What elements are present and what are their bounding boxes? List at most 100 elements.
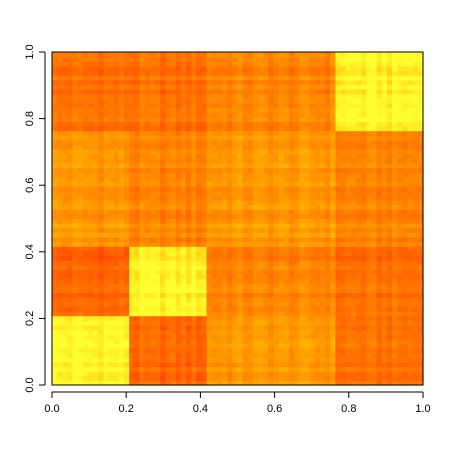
heatmap-cell bbox=[335, 204, 342, 210]
heatmap-cell bbox=[222, 260, 228, 266]
heatmap-cell bbox=[175, 176, 182, 183]
heatmap-cell bbox=[77, 186, 84, 192]
heatmap-cell bbox=[237, 287, 244, 294]
heatmap-cell bbox=[386, 311, 393, 317]
heatmap-cell bbox=[356, 176, 362, 183]
heatmap-cell bbox=[88, 232, 94, 238]
heatmap-cell bbox=[289, 84, 295, 90]
heatmap-cell bbox=[242, 278, 249, 284]
heatmap-cell bbox=[93, 274, 99, 280]
heatmap-cell bbox=[294, 163, 300, 169]
heatmap-cell bbox=[149, 144, 156, 150]
heatmap-cell bbox=[283, 102, 290, 109]
heatmap-cell bbox=[242, 52, 249, 58]
heatmap-cell bbox=[309, 274, 316, 280]
heatmap-cell bbox=[118, 139, 125, 146]
heatmap-cell bbox=[258, 218, 264, 224]
heatmap-cell bbox=[108, 264, 115, 270]
heatmap-cell bbox=[252, 292, 259, 298]
heatmap-cell bbox=[67, 153, 74, 159]
heatmap-cell bbox=[77, 357, 84, 363]
heatmap-cell bbox=[77, 139, 84, 146]
heatmap-cell bbox=[283, 250, 290, 257]
heatmap-cell bbox=[397, 181, 403, 187]
heatmap-cell bbox=[134, 167, 141, 173]
heatmap-cell bbox=[103, 320, 110, 326]
heatmap-cell bbox=[268, 200, 275, 206]
heatmap-cell bbox=[350, 79, 357, 85]
heatmap-cell bbox=[155, 301, 161, 307]
heatmap-cell bbox=[361, 121, 367, 127]
heatmap-cell bbox=[165, 366, 172, 372]
heatmap-cell bbox=[402, 84, 409, 90]
heatmap-cell bbox=[376, 204, 383, 210]
heatmap-cell bbox=[57, 311, 63, 317]
heatmap-cell bbox=[309, 130, 316, 136]
heatmap-cell bbox=[340, 121, 347, 127]
heatmap-cell bbox=[191, 135, 197, 141]
heatmap-cell bbox=[139, 269, 146, 275]
heatmap-cell bbox=[93, 75, 99, 81]
heatmap-cell bbox=[82, 292, 89, 298]
heatmap-cell bbox=[263, 218, 270, 224]
heatmap-cell bbox=[191, 348, 197, 354]
heatmap-cell bbox=[242, 176, 249, 183]
heatmap-cell bbox=[206, 75, 213, 81]
heatmap-cell bbox=[180, 246, 187, 252]
heatmap-cell bbox=[222, 84, 228, 90]
heatmap-cell bbox=[299, 144, 306, 150]
heatmap-cell bbox=[170, 301, 177, 307]
heatmap-cell bbox=[247, 112, 254, 118]
heatmap-cell bbox=[392, 126, 398, 132]
heatmap-cell bbox=[206, 278, 213, 284]
heatmap-cell bbox=[314, 306, 321, 312]
heatmap-cell bbox=[283, 200, 290, 206]
heatmap-cell bbox=[206, 163, 213, 169]
heatmap-cell bbox=[283, 70, 290, 76]
heatmap-cell bbox=[392, 278, 398, 284]
heatmap-cell bbox=[340, 338, 347, 344]
heatmap-cell bbox=[144, 278, 151, 284]
heatmap-cell bbox=[196, 89, 203, 95]
heatmap-cell bbox=[407, 264, 414, 270]
heatmap-cell bbox=[278, 107, 285, 113]
heatmap-cell bbox=[98, 315, 105, 321]
heatmap-cell bbox=[361, 260, 367, 266]
heatmap-cell bbox=[319, 204, 326, 210]
heatmap-cell bbox=[165, 241, 172, 247]
heatmap-cell bbox=[180, 232, 187, 238]
heatmap-cell bbox=[345, 190, 352, 196]
heatmap-cell bbox=[350, 306, 357, 312]
heatmap-cell bbox=[191, 311, 197, 317]
heatmap-cell bbox=[350, 301, 357, 307]
heatmap-cell bbox=[319, 56, 326, 62]
heatmap-cell bbox=[82, 195, 89, 201]
heatmap-cell bbox=[237, 181, 244, 187]
heatmap-cell bbox=[263, 84, 270, 90]
heatmap-cell bbox=[129, 190, 136, 196]
heatmap-cell bbox=[330, 176, 336, 183]
heatmap-cell bbox=[88, 149, 94, 155]
heatmap-cell bbox=[185, 176, 192, 183]
heatmap-cell bbox=[386, 213, 393, 220]
heatmap-cell bbox=[397, 264, 403, 270]
heatmap-cell bbox=[309, 269, 316, 275]
heatmap-cell bbox=[82, 163, 89, 169]
heatmap-cell bbox=[93, 278, 99, 284]
heatmap-cell bbox=[196, 126, 203, 132]
heatmap-cell bbox=[165, 98, 172, 104]
heatmap-cell bbox=[108, 371, 115, 377]
heatmap-cell bbox=[268, 213, 275, 220]
heatmap-cell bbox=[149, 107, 156, 113]
heatmap-cell bbox=[222, 246, 228, 252]
heatmap-cell bbox=[72, 65, 79, 72]
heatmap-cell bbox=[103, 371, 110, 377]
heatmap-cell bbox=[252, 264, 259, 270]
heatmap-cell bbox=[397, 352, 403, 358]
heatmap-cell bbox=[52, 144, 58, 150]
heatmap-cell bbox=[191, 232, 197, 238]
heatmap-cell bbox=[134, 320, 141, 326]
heatmap-cell bbox=[386, 352, 393, 358]
heatmap-cell bbox=[216, 357, 223, 363]
heatmap-cell bbox=[294, 329, 300, 335]
